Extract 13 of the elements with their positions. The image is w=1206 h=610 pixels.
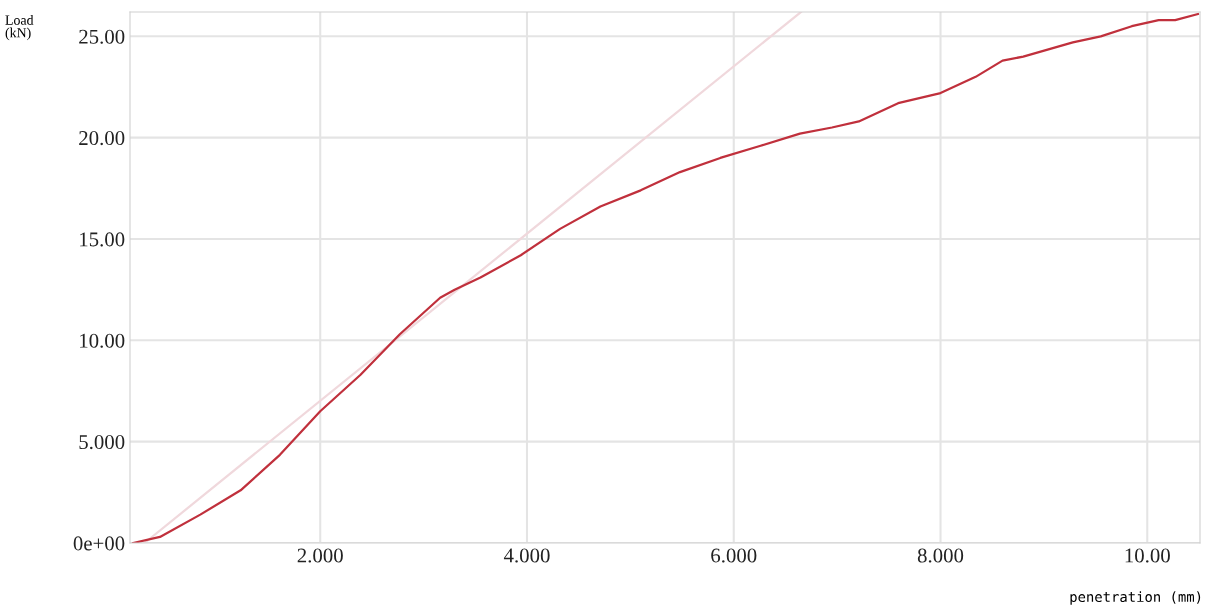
x-tick-label: 4.000	[503, 548, 550, 563]
y-tick-label: 10.00	[80, 333, 125, 348]
y-tick-label: 20.00	[79, 131, 125, 146]
y-tick-label: 5.000	[79, 435, 125, 450]
x-tick-label: 10.00	[1125, 548, 1170, 563]
x-tick-label: 8.000	[917, 548, 964, 563]
y-tick-label: 25.00	[79, 29, 125, 44]
y-tick-label: 15.00	[80, 232, 125, 247]
y-tick-label: 0e+00	[73, 536, 125, 551]
x-tick-label: 6.000	[711, 548, 757, 563]
x-axis-title: penetration (mm)	[1070, 591, 1201, 605]
y-axis-title: Load (kN)	[5, 15, 34, 41]
x-tick-label: 2.000	[297, 548, 343, 563]
